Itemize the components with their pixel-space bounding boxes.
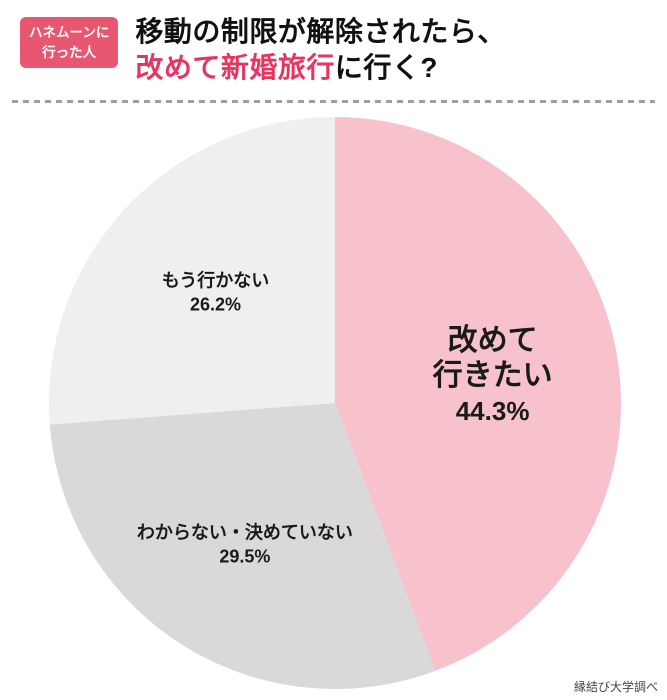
title-line-1: 移動の制限が解除されたら、 <box>135 16 506 47</box>
page-title: 移動の制限が解除されたら、 改めて新婚旅行に行く? <box>135 14 506 87</box>
pie-slice <box>49 402 436 689</box>
slice-label: 改めて行きたい 44.3% <box>432 324 553 426</box>
title-accent: 改めて新婚旅行 <box>135 52 335 84</box>
slice-label: わからない・決めていない 29.5% <box>137 521 353 566</box>
badge-line-2: 行った人 <box>42 44 97 60</box>
dashed-divider <box>12 99 655 103</box>
chart-area: 改めて行きたい 44.3% わからない・決めていない 29.5% もう行かない 26.2% <box>0 111 667 691</box>
pie-chart: 改めて行きたい 44.3% わからない・決めていない 29.5% もう行かない 26.2% <box>48 116 621 689</box>
badge-line-1: ハネムーンに <box>29 25 110 40</box>
title-line-2: 改めて新婚旅行に行く? <box>135 50 506 86</box>
source-credit: 縁結び大学調べ <box>573 680 658 694</box>
title-rest: に行く? <box>334 52 438 84</box>
pie-slice <box>335 116 621 671</box>
respondent-badge: ハネムーンに 行った人 <box>20 17 119 69</box>
header: ハネムーンに 行った人 移動の制限が解除されたら、 改めて新婚旅行に行く? <box>0 0 667 87</box>
pie-slice <box>48 116 336 425</box>
slice-label: もう行かない 26.2% <box>162 269 269 314</box>
